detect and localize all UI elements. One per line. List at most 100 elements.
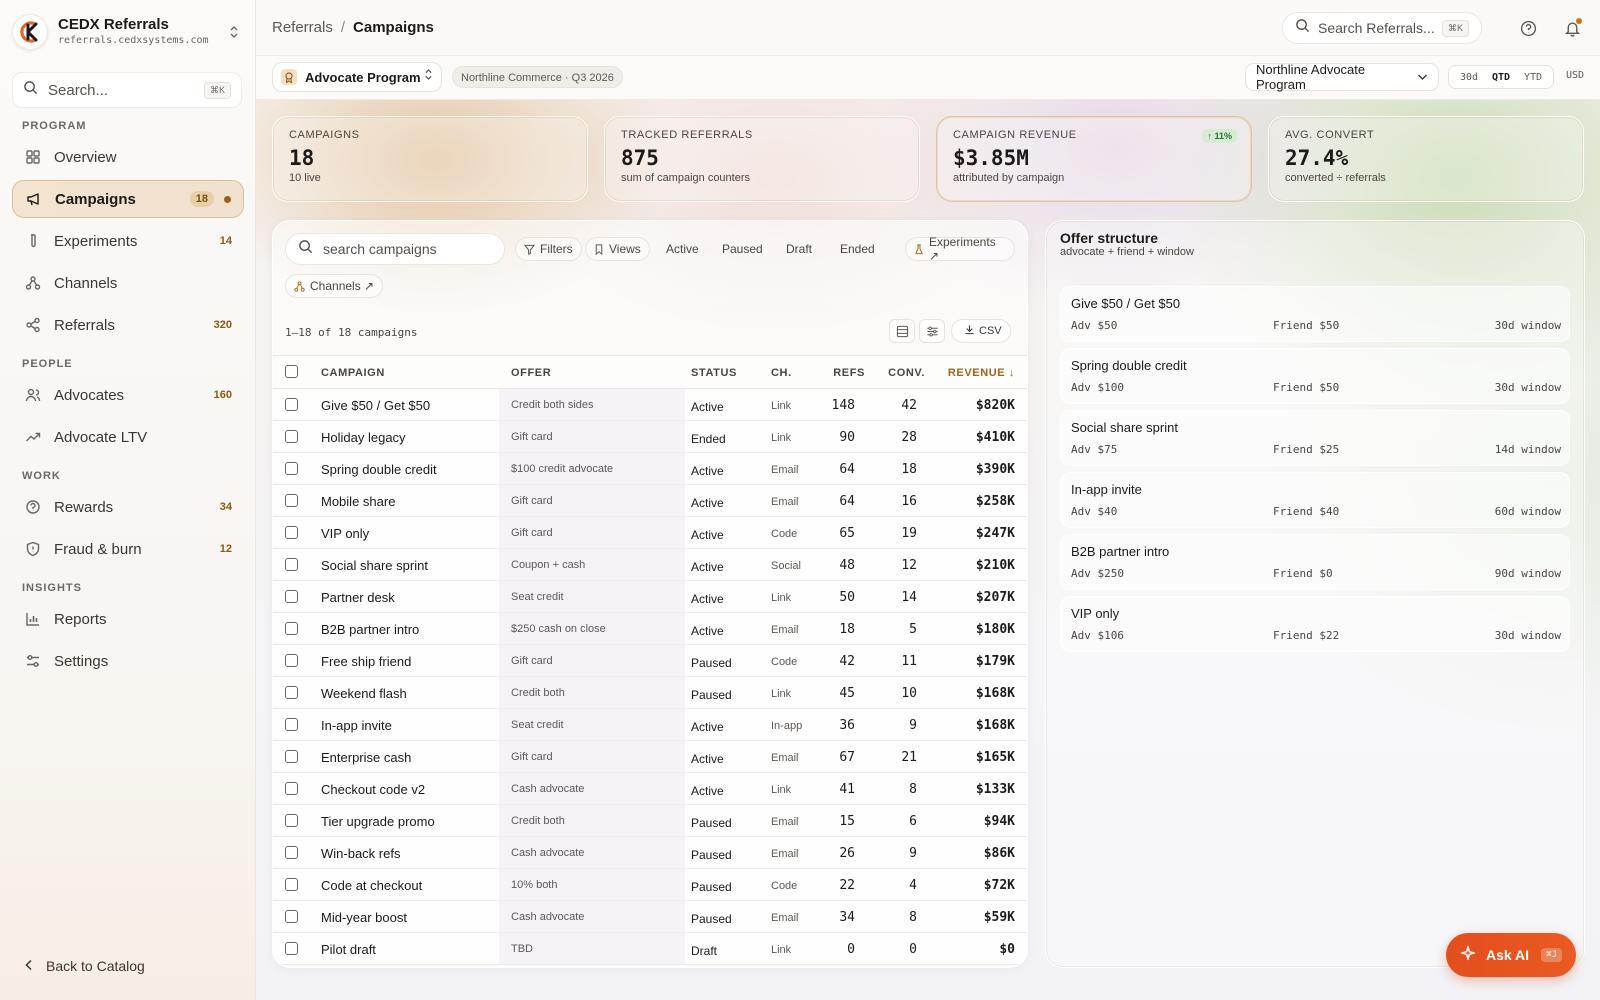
sidebar-item-fraud[interactable]: Fraud & burn 12 [12,530,244,568]
campaign-name[interactable]: Enterprise cash [321,750,412,765]
table-row[interactable]: Mobile share Gift card Active Email 64 16 $258… [273,485,1027,517]
campaign-name[interactable]: Tier upgrade promo [321,814,435,829]
offer-card[interactable]: Give $50 / Get $50 Adv $50 Friend $50 30d w… [1060,286,1570,342]
column-refs[interactable]: REFS [833,367,865,379]
currency-label[interactable]: USD [1566,70,1585,81]
breadcrumb-root[interactable]: Referrals [272,19,333,36]
table-row[interactable]: Mid-year boost Cash advocate Paused Email 34… [273,901,1027,933]
csv-export-button[interactable]: CSV [951,319,1011,343]
ask-ai-button[interactable]: Ask AI ⌘J [1446,933,1576,977]
table-row[interactable]: Pilot draft TBD Draft Link 0 0 $0 [273,933,1027,965]
sidebar-search[interactable]: Search... ⌘K [12,72,242,108]
table-row[interactable]: Tier upgrade promo Credit both Paused Email… [273,805,1027,837]
campaign-name[interactable]: Mid-year boost [321,910,407,925]
table-row[interactable]: Enterprise cash Gift card Active Email 67 21 $… [273,741,1027,773]
row-checkbox[interactable] [285,942,298,955]
row-checkbox[interactable] [285,622,298,635]
sidebar-item-campaigns[interactable]: Campaigns 18 [12,180,244,218]
table-row[interactable]: Checkout code v2 Cash advocate Active Link 4… [273,773,1027,805]
sidebar-item-reports[interactable]: Reports [12,600,244,638]
campaign-name[interactable]: B2B partner intro [321,622,420,637]
row-checkbox[interactable] [285,750,298,763]
row-checkbox[interactable] [285,558,298,571]
back-to-catalog-link[interactable]: Back to Catalog [24,958,145,974]
bell-icon[interactable] [1562,18,1582,38]
row-checkbox[interactable] [285,526,298,539]
program-selector[interactable]: Advocate Program [272,62,442,92]
row-checkbox[interactable] [285,398,298,411]
sidebar-item-rewards[interactable]: Rewards 34 [12,488,244,526]
column-conv[interactable]: CONV. [888,367,925,379]
channels-link[interactable]: Channels ↗ [285,274,384,298]
campaign-name[interactable]: Free ship friend [321,654,412,669]
help-icon[interactable] [1518,18,1538,38]
row-checkbox[interactable] [285,430,298,443]
table-row[interactable]: Win-back refs Cash advocate Paused Email 26 9… [273,837,1027,869]
sidebar-item-experiments[interactable]: Experiments 14 [12,222,244,260]
range-qtd[interactable]: QTD [1491,71,1511,83]
range-30d[interactable]: 30d [1459,71,1479,83]
column-offer[interactable]: OFFER [511,367,552,379]
table-row[interactable]: Partner desk Seat credit Active Link 50 14 $20… [273,581,1027,613]
table-row[interactable]: B2B partner intro $250 cash on close Activ… [273,613,1027,645]
campaign-name[interactable]: Checkout code v2 [321,782,426,797]
row-checkbox[interactable] [285,718,298,731]
sidebar-item-settings[interactable]: Settings [12,642,244,680]
sidebar-item-advocates[interactable]: Advocates 160 [12,376,244,414]
campaign-name[interactable]: Weekend flash [321,686,407,701]
column-revenue-sorted[interactable]: REVENUE ↓ [947,367,1015,379]
offer-card[interactable]: Spring double credit Adv $100 Friend $50 30… [1060,348,1570,404]
sidebar-item-advocate-ltv[interactable]: Advocate LTV [12,418,244,456]
sidebar-item-channels[interactable]: Channels [12,264,244,302]
campaign-name[interactable]: Pilot draft [321,942,376,957]
row-checkbox[interactable] [285,814,298,827]
columns-settings-icon[interactable] [919,319,945,343]
table-row[interactable]: Free ship friend Gift card Paused Code 42 11 $… [273,645,1027,677]
select-all-checkbox[interactable] [285,365,298,378]
campaign-name[interactable]: Give $50 / Get $50 [321,398,431,413]
row-checkbox[interactable] [285,782,298,795]
program-dropdown[interactable]: Northline Advocate Program [1245,62,1439,92]
table-row[interactable]: Spring double credit $100 credit advocate… [273,453,1027,485]
status-chip-paused[interactable]: Paused [713,237,772,261]
sidebar-item-referrals[interactable]: Referrals 320 [12,306,244,344]
row-checkbox[interactable] [285,846,298,859]
campaign-name[interactable]: Win-back refs [321,846,401,861]
row-checkbox[interactable] [285,590,298,603]
range-ytd[interactable]: YTD [1523,71,1543,83]
campaign-name[interactable]: VIP only [321,526,370,541]
column-channel[interactable]: CH. [771,367,792,379]
campaign-name[interactable]: Spring double credit [321,462,437,477]
offer-card[interactable]: B2B partner intro Adv $250 Friend $0 90d wi… [1060,534,1570,590]
filters-button[interactable]: Filters [515,237,582,261]
campaign-name[interactable]: Code at checkout [321,878,423,893]
table-row[interactable]: Holiday legacy Gift card Ended Link 90 28 $410… [273,421,1027,453]
views-button[interactable]: Views [585,237,650,261]
table-row[interactable]: Give $50 / Get $50 Credit both sides Activ… [273,389,1027,421]
density-icon[interactable] [889,319,915,343]
global-search-input[interactable]: Search Referrals... ⌘K [1282,12,1482,44]
table-row[interactable]: VIP only Gift card Active Code 65 19 $247K [273,517,1027,549]
campaign-search-input[interactable]: search campaigns [285,233,505,265]
offer-card[interactable]: VIP only Adv $106 Friend $22 30d window [1060,596,1570,652]
row-checkbox[interactable] [285,910,298,923]
campaign-name[interactable]: Social share sprint [321,558,428,573]
table-row[interactable]: Code at checkout 10% both Paused Code 22 4 $72… [273,869,1027,901]
table-row[interactable]: In-app invite Seat credit Active In-app 36 9 $… [273,709,1027,741]
offer-card[interactable]: In-app invite Adv $40 Friend $40 60d window [1060,472,1570,528]
sidebar-item-overview[interactable]: Overview [12,138,244,176]
row-checkbox[interactable] [285,878,298,891]
campaign-name[interactable]: Mobile share [321,494,396,509]
row-checkbox[interactable] [285,654,298,667]
row-checkbox[interactable] [285,686,298,699]
chevron-updown-icon[interactable] [224,22,244,42]
experiments-link[interactable]: Experiments ↗ [905,235,1015,263]
status-chip-ended[interactable]: Ended [831,237,884,261]
table-row[interactable]: Social share sprint Coupon + cash Active So… [273,549,1027,581]
status-chip-draft[interactable]: Draft [777,237,821,261]
campaign-name[interactable]: In-app invite [321,718,392,733]
campaign-name[interactable]: Holiday legacy [321,430,406,445]
campaign-name[interactable]: Partner desk [321,590,395,605]
offer-card[interactable]: Social share sprint Adv $75 Friend $25 14d … [1060,410,1570,466]
column-campaign[interactable]: CAMPAIGN [321,367,385,379]
